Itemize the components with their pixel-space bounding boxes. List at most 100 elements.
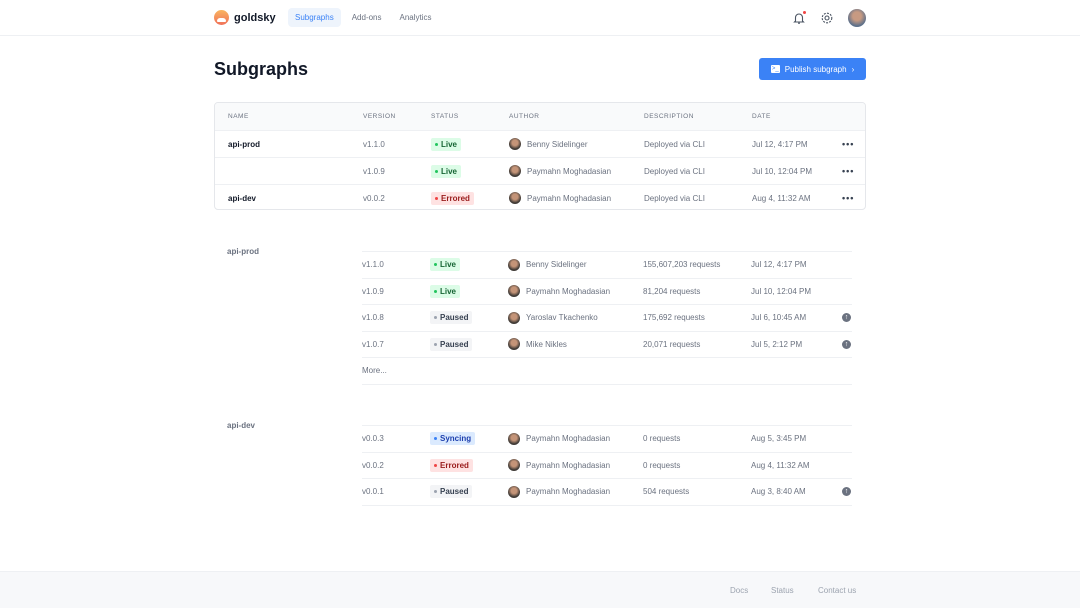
- version-row[interactable]: v0.0.1 Paused Paymahn Moghadasian 504 re…: [362, 478, 852, 505]
- column-header[interactable]: DATE: [752, 113, 771, 120]
- gear-icon[interactable]: [820, 11, 834, 25]
- date: Jul 10, 12:04 PM: [752, 166, 813, 176]
- user-avatar[interactable]: [848, 9, 866, 27]
- promote-arrow-up-icon[interactable]: ↑: [842, 339, 851, 349]
- table-row[interactable]: v1.0.9 Live Paymahn Moghadasian Deployed…: [215, 157, 865, 184]
- date: Jul 12, 4:17 PM: [751, 260, 807, 270]
- table-row[interactable]: api-dev v0.0.2 Errored Paymahn Moghadasi…: [215, 184, 865, 209]
- author: Yaroslav Tkachenko: [526, 313, 598, 323]
- version: v1.1.0: [363, 139, 385, 149]
- date: Jul 6, 10:45 AM: [751, 313, 807, 323]
- brand-name: goldsky: [234, 11, 276, 24]
- author: Mike Nikles: [526, 339, 567, 349]
- more-options-icon[interactable]: •••: [842, 193, 855, 203]
- status-badge: Syncing: [430, 432, 476, 446]
- subgraph-name[interactable]: api-prod: [228, 139, 260, 149]
- version-row[interactable]: v0.0.2 Errored Paymahn Moghadasian 0 req…: [362, 451, 852, 479]
- author: Paymahn Moghadasian: [526, 286, 611, 296]
- more-options-icon[interactable]: •••: [842, 166, 855, 176]
- top-nav: goldsky Subgraphs Add-ons Analytics: [0, 0, 1080, 36]
- version-row[interactable]: v1.0.7 Paused Mike Nikles 20,071 request…: [362, 330, 852, 358]
- date: Aug 4, 11:32 AM: [752, 193, 811, 203]
- author-avatar: [509, 192, 521, 204]
- status-dot-icon: [434, 490, 437, 494]
- status-badge: Live: [431, 164, 462, 178]
- footer-status-link[interactable]: Status: [771, 586, 794, 595]
- table-header: NAME VERSION STATUS AUTHOR DESCRIPTION DATE: [215, 103, 865, 130]
- column-header[interactable]: NAME: [228, 113, 249, 120]
- footer-docs-link[interactable]: Docs: [730, 586, 749, 595]
- publish-label: Publish subgraph: [784, 64, 847, 74]
- subgraphs-table: NAME VERSION STATUS AUTHOR DESCRIPTION DATE a…: [214, 102, 866, 210]
- status-dot-icon: [434, 437, 437, 441]
- status-dot-icon: [434, 342, 437, 346]
- more-options-icon[interactable]: •••: [842, 139, 855, 149]
- version: v0.0.1: [362, 487, 384, 497]
- version: v0.0.3: [362, 434, 384, 444]
- column-header[interactable]: STATUS: [431, 113, 459, 120]
- column-header[interactable]: DESCRIPTION: [644, 113, 694, 120]
- status-badge: Live: [430, 258, 461, 272]
- nav-add-ons[interactable]: Add-ons: [351, 13, 382, 22]
- subgraph-name[interactable]: api-dev: [228, 193, 257, 203]
- date: Aug 4, 11:32 AM: [751, 460, 810, 470]
- table-row[interactable]: api-prod v1.1.0 Live Benny Sidelinger De…: [215, 130, 865, 157]
- author: Benny Sidelinger: [527, 139, 588, 149]
- date: Jul 12, 4:17 PM: [752, 139, 808, 149]
- column-header[interactable]: AUTHOR: [509, 113, 540, 120]
- status-badge: Paused: [430, 311, 473, 325]
- version-row[interactable]: v1.0.9 Live Paymahn Moghadasian 81,204 r…: [362, 277, 852, 305]
- chevron-right-icon: ›: [851, 64, 855, 74]
- request-count: 155,607,203 requests: [643, 260, 721, 270]
- author: Paymahn Moghadasian: [527, 166, 612, 176]
- publish-subgraph-button[interactable]: >_ Publish subgraph ›: [759, 58, 866, 80]
- nav-analytics[interactable]: Analytics: [399, 13, 432, 22]
- version-row[interactable]: v1.1.0 Live Benny Sidelinger 155,607,203…: [362, 251, 852, 278]
- more-link[interactable]: More...: [362, 366, 387, 376]
- description: Deployed via CLI: [644, 166, 705, 176]
- status-dot-icon: [435, 142, 438, 146]
- status-dot-icon: [435, 196, 438, 200]
- status-badge: Paused: [430, 337, 473, 351]
- notification-dot: [803, 11, 806, 14]
- request-count: 175,692 requests: [643, 313, 705, 323]
- footer: Docs Status Contact us: [0, 571, 1080, 608]
- request-count: 0 requests: [643, 460, 681, 470]
- version-row[interactable]: v1.0.8 Paused Yaroslav Tkachenko 175,692…: [362, 304, 852, 331]
- request-count: 0 requests: [643, 434, 681, 444]
- author-avatar: [508, 258, 520, 271]
- nav-subgraphs[interactable]: Subgraphs: [288, 8, 341, 27]
- request-count: 81,204 requests: [643, 286, 701, 296]
- version: v1.0.7: [362, 339, 384, 349]
- author-avatar: [509, 138, 521, 150]
- description: Deployed via CLI: [644, 193, 705, 203]
- promote-arrow-up-icon[interactable]: ↑: [842, 313, 851, 323]
- author-avatar: [508, 485, 520, 498]
- author: Paymahn Moghadasian: [526, 434, 611, 444]
- goldsky-logo-icon: [214, 10, 229, 25]
- status-badge: Errored: [430, 458, 473, 472]
- version: v0.0.2: [362, 460, 384, 470]
- status-dot-icon: [434, 289, 437, 293]
- version-row[interactable]: v0.0.3 Syncing Paymahn Moghadasian 0 req…: [362, 425, 852, 452]
- date: Aug 5, 3:45 PM: [751, 434, 807, 444]
- status-dot-icon: [434, 463, 437, 467]
- page-title: Subgraphs: [214, 59, 309, 79]
- author: Paymahn Moghadasian: [526, 460, 611, 470]
- date: Aug 3, 8:40 AM: [751, 487, 806, 497]
- version: v1.0.9: [362, 286, 384, 296]
- author-avatar: [509, 165, 521, 177]
- promote-arrow-up-icon[interactable]: ↑: [842, 487, 851, 497]
- date: Jul 10, 12:04 PM: [751, 286, 812, 296]
- status-badge: Errored: [431, 191, 474, 205]
- request-count: 504 requests: [643, 487, 690, 497]
- author: Benny Sidelinger: [526, 260, 587, 270]
- footer-contact-link[interactable]: Contact us: [818, 586, 857, 595]
- status-dot-icon: [434, 263, 437, 267]
- logo[interactable]: goldsky: [214, 10, 276, 25]
- bell-icon[interactable]: [792, 11, 806, 25]
- status-dot-icon: [434, 316, 437, 320]
- version: v1.0.8: [362, 313, 384, 323]
- author-avatar: [508, 311, 520, 324]
- column-header[interactable]: VERSION: [363, 113, 396, 120]
